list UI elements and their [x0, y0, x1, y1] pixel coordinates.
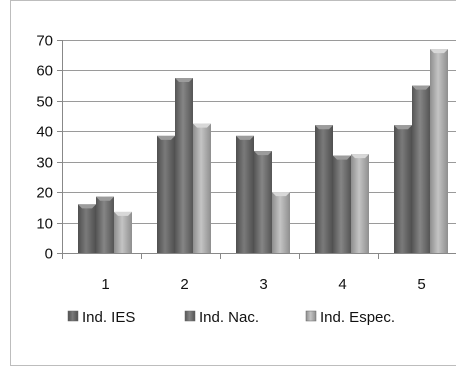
bar-cap: [394, 125, 412, 130]
bar-cap: [351, 154, 369, 159]
bar-body: [272, 192, 290, 253]
bar-body: [96, 196, 114, 253]
legend-label: Ind. IES: [82, 309, 135, 326]
bar-cap: [315, 125, 333, 130]
bar: [272, 192, 290, 253]
bar-cap: [254, 151, 272, 156]
bar: [254, 151, 272, 253]
bar-body: [175, 78, 193, 254]
bar-body: [412, 85, 430, 254]
bar-cap: [412, 85, 430, 90]
legend-item: Ind. IES: [67, 309, 135, 326]
x-tick-label: 2: [180, 276, 188, 293]
bar: [175, 78, 193, 254]
y-tick-label: 10: [36, 216, 53, 233]
legend-label: Ind. Espec.: [320, 309, 395, 326]
bar-cap: [333, 155, 351, 160]
bar: [351, 154, 369, 253]
legend-item: Ind. Espec.: [305, 309, 395, 326]
bar-body: [333, 155, 351, 253]
bar: [236, 135, 254, 253]
bar: [412, 85, 430, 254]
legend: Ind. IES Ind. Nac. Ind. Espec.: [67, 309, 395, 326]
bar: [193, 123, 211, 253]
y-tick-label: 20: [36, 185, 53, 202]
bar-cap: [157, 135, 175, 140]
x-tick-label: 1: [101, 276, 109, 293]
bar-cap: [96, 196, 114, 201]
y-tick-label: 50: [36, 94, 53, 111]
bar-cap: [193, 123, 211, 128]
bar: [315, 125, 333, 253]
x-tick-label: 3: [259, 276, 267, 293]
bar-body: [394, 125, 412, 253]
bar-body: [236, 135, 254, 253]
bar: [157, 135, 175, 253]
bar: [114, 211, 132, 253]
bar-cap: [114, 211, 132, 216]
legend-label: Ind. Nac.: [199, 309, 259, 326]
axes: 0 10 20 30 40 50 60 70 1 2 3 4 5: [36, 33, 456, 293]
bar: [78, 204, 96, 253]
bar-cap: [272, 192, 290, 197]
x-tick-label: 4: [338, 276, 346, 293]
bar-cap: [236, 135, 254, 140]
bar-body: [157, 135, 175, 253]
bar-body: [78, 204, 96, 253]
y-tick-label: 60: [36, 63, 53, 80]
bar-body: [254, 151, 272, 253]
legend-swatch: [67, 310, 79, 322]
bar-body: [193, 123, 211, 253]
y-tick-label: 40: [36, 124, 53, 141]
bar-body: [430, 49, 448, 253]
bar: [394, 125, 412, 253]
bar: [96, 196, 114, 253]
bar-cap: [78, 204, 96, 209]
x-tick-label: 5: [417, 276, 425, 293]
y-tick-label: 30: [36, 155, 53, 172]
bar-body: [315, 125, 333, 253]
y-tick-label: 70: [36, 33, 53, 50]
bar: [430, 49, 448, 253]
legend-item: Ind. Nac.: [184, 309, 259, 326]
bars: [78, 49, 448, 254]
bar-body: [351, 154, 369, 253]
y-tick-label: 0: [45, 246, 53, 263]
bar: [333, 155, 351, 253]
legend-swatch: [305, 310, 317, 322]
legend-swatch: [184, 310, 196, 322]
bar-cap: [430, 49, 448, 54]
bar-cap: [175, 78, 193, 83]
bar-body: [114, 211, 132, 253]
